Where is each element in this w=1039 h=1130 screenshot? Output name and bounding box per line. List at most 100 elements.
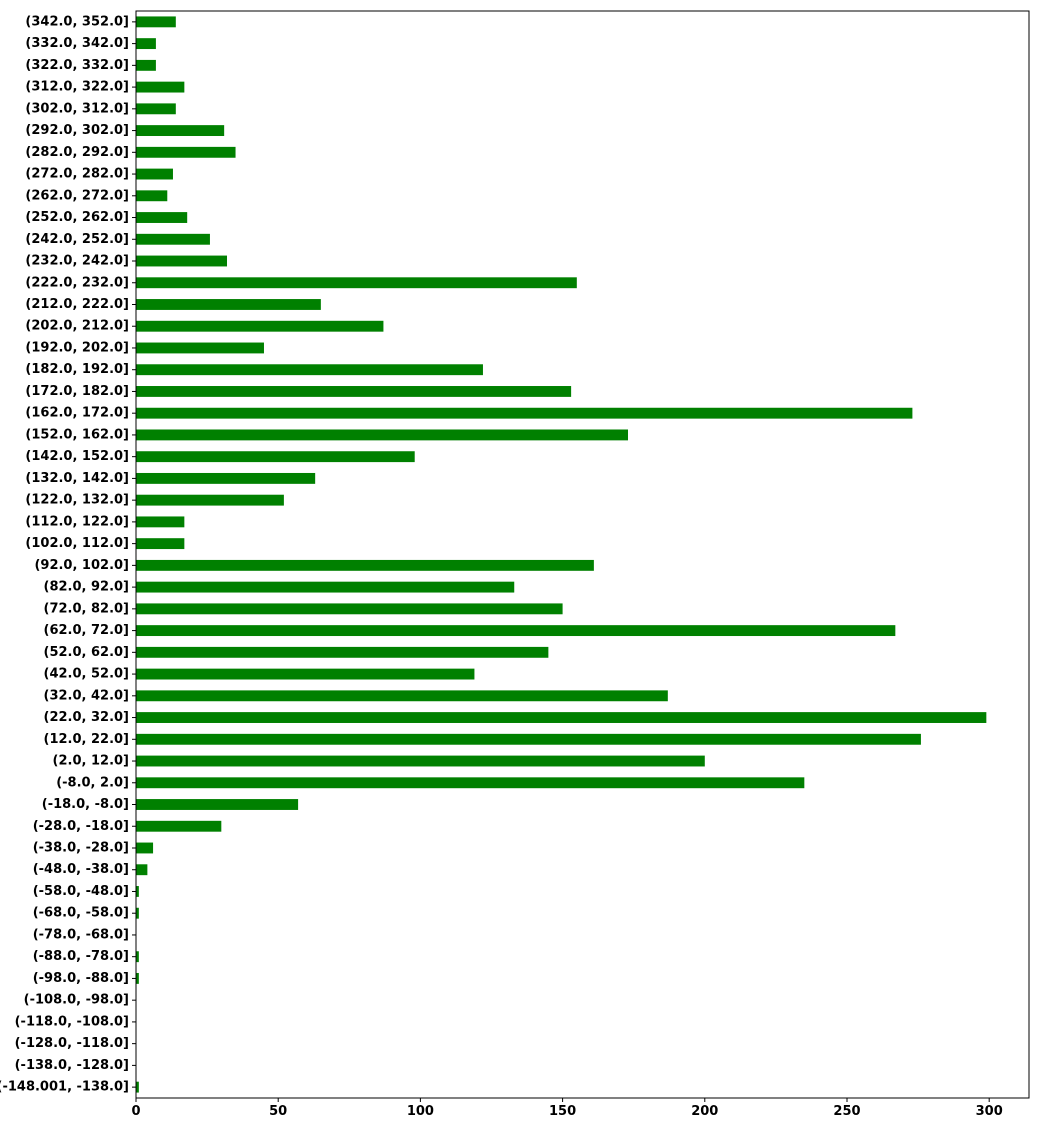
bars-group bbox=[136, 16, 987, 1093]
bar bbox=[136, 16, 176, 28]
bar bbox=[136, 146, 236, 158]
y-tick-label: (12.0, 22.0] bbox=[44, 732, 130, 747]
y-tick-label: (262.0, 272.0] bbox=[25, 188, 129, 203]
y-tick-label: (322.0, 332.0] bbox=[25, 58, 129, 73]
y-tick-label: (242.0, 252.0] bbox=[25, 232, 129, 247]
x-tick-label: 150 bbox=[549, 1104, 576, 1119]
y-tick-label: (122.0, 132.0] bbox=[25, 493, 129, 508]
y-tick-label: (162.0, 172.0] bbox=[25, 406, 129, 421]
x-tick-label: 250 bbox=[833, 1104, 860, 1119]
bar bbox=[136, 603, 563, 615]
y-tick-labels: (-148.001, -138.0] (-138.0, -128.0] (-128.… bbox=[0, 14, 136, 1095]
bar bbox=[136, 842, 154, 854]
bar bbox=[136, 429, 629, 441]
y-tick-label: (232.0, 242.0] bbox=[25, 254, 129, 269]
y-tick-label: (-108.0, -98.0] bbox=[24, 993, 129, 1008]
bar bbox=[136, 407, 913, 419]
y-tick-label: (-68.0, -58.0] bbox=[33, 906, 129, 921]
bar bbox=[136, 625, 896, 637]
y-tick-label: (-138.0, -128.0] bbox=[15, 1058, 129, 1073]
bar bbox=[136, 59, 156, 71]
y-tick-label: (102.0, 112.0] bbox=[25, 536, 129, 551]
bar bbox=[136, 712, 987, 723]
x-tick-label: 0 bbox=[131, 1104, 140, 1119]
bar bbox=[136, 972, 139, 984]
y-tick-label: (-148.001, -138.0] bbox=[0, 1080, 129, 1095]
y-tick-label: (92.0, 102.0] bbox=[34, 558, 129, 573]
bar bbox=[136, 233, 210, 245]
y-tick-label: (292.0, 302.0] bbox=[25, 123, 129, 138]
y-tick-label: (222.0, 232.0] bbox=[25, 275, 129, 290]
y-tick-label: (52.0, 62.0] bbox=[44, 645, 130, 660]
y-tick-label: (-38.0, -28.0] bbox=[33, 840, 129, 855]
y-tick-label: (-28.0, -18.0] bbox=[33, 819, 129, 834]
bar bbox=[136, 581, 515, 593]
bar bbox=[136, 255, 228, 267]
y-tick-label: (-8.0, 2.0] bbox=[56, 775, 129, 790]
bar bbox=[136, 299, 321, 310]
y-tick-label: (82.0, 92.0] bbox=[44, 580, 130, 595]
y-tick-label: (-78.0, -68.0] bbox=[33, 927, 129, 942]
bar bbox=[136, 277, 577, 289]
bar bbox=[136, 168, 173, 180]
bar bbox=[136, 886, 139, 897]
y-tick-label: (302.0, 312.0] bbox=[25, 101, 129, 116]
bar bbox=[136, 755, 705, 767]
bar bbox=[136, 516, 185, 528]
y-tick-label: (-58.0, -48.0] bbox=[33, 884, 129, 899]
y-tick-label: (312.0, 322.0] bbox=[25, 80, 129, 95]
y-tick-label: (252.0, 262.0] bbox=[25, 210, 129, 225]
bar bbox=[136, 103, 176, 115]
y-tick-label: (62.0, 72.0] bbox=[44, 623, 130, 638]
bar bbox=[136, 342, 264, 354]
bar bbox=[136, 907, 139, 919]
x-tick-label: 300 bbox=[976, 1104, 1003, 1119]
bar bbox=[136, 799, 299, 810]
plot-frame bbox=[135, 10, 1030, 1099]
y-tick-label: (342.0, 352.0] bbox=[25, 14, 129, 29]
y-tick-label: (-18.0, -8.0] bbox=[42, 797, 129, 812]
bar bbox=[136, 690, 668, 702]
bar bbox=[136, 820, 222, 832]
y-tick-label: (182.0, 192.0] bbox=[25, 362, 129, 377]
y-tick-label: (192.0, 202.0] bbox=[25, 340, 129, 355]
bar bbox=[136, 951, 139, 963]
y-tick-label: (142.0, 152.0] bbox=[25, 449, 129, 464]
y-tick-label: (2.0, 12.0] bbox=[53, 754, 129, 769]
y-tick-label: (-118.0, -108.0] bbox=[15, 1014, 129, 1029]
y-tick-label: (72.0, 82.0] bbox=[44, 601, 130, 616]
bar bbox=[136, 386, 572, 397]
bar bbox=[136, 864, 148, 876]
y-tick-label: (112.0, 122.0] bbox=[25, 514, 129, 529]
bar bbox=[136, 494, 284, 506]
bar bbox=[136, 472, 316, 484]
bar bbox=[136, 81, 185, 93]
bar bbox=[136, 1081, 139, 1093]
y-tick-label: (172.0, 182.0] bbox=[25, 384, 129, 399]
bar bbox=[136, 320, 384, 332]
bar bbox=[136, 538, 185, 550]
y-tick-label: (152.0, 162.0] bbox=[25, 427, 129, 442]
x-ticks: 0 50 100 150 200 250 300 bbox=[131, 1098, 1003, 1119]
y-tick-label: (-48.0, -38.0] bbox=[33, 862, 129, 877]
y-tick-label: (132.0, 142.0] bbox=[25, 471, 129, 486]
bar bbox=[136, 212, 188, 223]
bar bbox=[136, 559, 594, 571]
bar bbox=[136, 190, 168, 202]
y-tick-label: (-88.0, -78.0] bbox=[33, 949, 129, 964]
y-tick-label: (42.0, 52.0] bbox=[44, 667, 130, 682]
bar bbox=[136, 364, 483, 376]
bar bbox=[136, 125, 225, 137]
x-tick-label: 50 bbox=[269, 1104, 287, 1119]
bar bbox=[136, 733, 921, 745]
x-tick-label: 200 bbox=[691, 1104, 718, 1119]
y-tick-label: (202.0, 212.0] bbox=[25, 319, 129, 334]
x-tick-label: 100 bbox=[407, 1104, 434, 1119]
bar bbox=[136, 451, 415, 463]
y-tick-label: (32.0, 42.0] bbox=[44, 688, 130, 703]
bar bbox=[136, 668, 475, 680]
y-tick-label: (-128.0, -118.0] bbox=[15, 1036, 129, 1051]
y-tick-label: (212.0, 222.0] bbox=[25, 297, 129, 312]
